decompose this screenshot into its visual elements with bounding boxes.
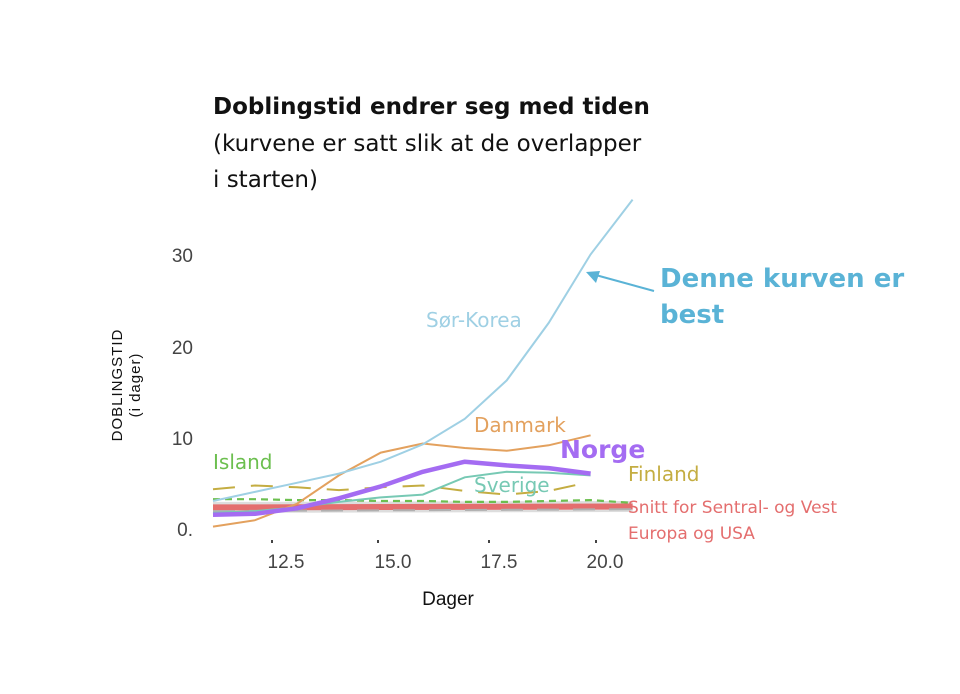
x-tick-mark [271, 540, 273, 543]
x-tick-label: 12.5 [268, 552, 305, 573]
series-label-danmark: Danmark [474, 413, 566, 437]
x-tick-mark [595, 540, 597, 543]
x-tick-label: 15.0 [375, 552, 412, 573]
annotation: Denne kurven er best [586, 264, 904, 330]
y-axis-title: DOBLINGSTID (i dager) [109, 329, 144, 442]
x-tick-label: 20.0 [587, 552, 624, 573]
average-series-line [212, 503, 633, 511]
series-line-norge [212, 459, 591, 517]
annotation-arrow-line [591, 273, 655, 292]
y-tick-label: 0. [177, 520, 193, 541]
chart-subtitle-line-1: (kurvene er satt slik at de overlapper [213, 131, 642, 157]
y-tick-labels: 0. 10 20 30 [172, 246, 193, 541]
x-tick-mark [377, 540, 379, 543]
chart-title: Doblingstid endrer seg med tiden [213, 94, 650, 120]
y-tick-label: 30 [172, 246, 193, 267]
series-label-finland: Finland [628, 462, 699, 486]
average-label-line-1: Snitt for Sentral- og Vest [628, 498, 837, 518]
annotation-text-line-1: Denne kurven er [660, 264, 904, 294]
annotation-text-line-2: best [660, 300, 724, 330]
average-label-line-2: Europa og USA [628, 524, 755, 544]
y-axis-title-line-2: (i dager) [127, 353, 144, 418]
x-tick-label: 17.5 [481, 552, 518, 573]
y-axis-title-line-1: DOBLINGSTID [109, 329, 126, 442]
series-label-island: Island [213, 450, 273, 474]
annotation-arrowhead [586, 271, 600, 283]
series-label-sor-korea: Sør-Korea [426, 308, 522, 332]
x-tick-mark [488, 540, 490, 543]
series-line-island [213, 498, 633, 504]
y-tick-label: 20 [172, 338, 193, 359]
series-label-sverige: Sverige [474, 473, 550, 497]
x-ticks: 12.5 15.0 17.5 20.0 [268, 540, 624, 573]
series-line-sor-korea [212, 198, 634, 502]
chart-subtitle-line-2: i starten) [213, 167, 318, 193]
series-label-norge: Norge [560, 435, 645, 464]
series-line-finland [212, 480, 591, 496]
y-tick-label: 10 [172, 429, 193, 450]
x-axis-title: Dager [422, 589, 474, 610]
